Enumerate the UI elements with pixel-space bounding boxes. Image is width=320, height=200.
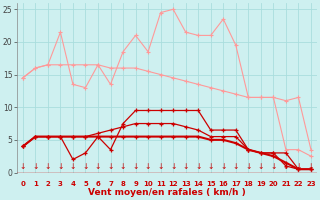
Text: ↓: ↓ bbox=[132, 162, 139, 171]
Text: ↓: ↓ bbox=[308, 162, 314, 171]
Text: ↓: ↓ bbox=[20, 162, 26, 171]
X-axis label: Vent moyen/en rafales ( km/h ): Vent moyen/en rafales ( km/h ) bbox=[88, 188, 246, 197]
Text: ↓: ↓ bbox=[170, 162, 176, 171]
Text: ↓: ↓ bbox=[57, 162, 64, 171]
Text: ↓: ↓ bbox=[157, 162, 164, 171]
Text: ↓: ↓ bbox=[120, 162, 126, 171]
Text: ↓: ↓ bbox=[195, 162, 201, 171]
Text: ↓: ↓ bbox=[233, 162, 239, 171]
Text: ↓: ↓ bbox=[208, 162, 214, 171]
Text: ↓: ↓ bbox=[107, 162, 114, 171]
Text: ↓: ↓ bbox=[95, 162, 101, 171]
Text: ↓: ↓ bbox=[82, 162, 89, 171]
Text: ↓: ↓ bbox=[182, 162, 189, 171]
Text: ↓: ↓ bbox=[45, 162, 51, 171]
Text: ↓: ↓ bbox=[258, 162, 264, 171]
Text: ↓: ↓ bbox=[32, 162, 38, 171]
Text: ↓: ↓ bbox=[145, 162, 151, 171]
Text: ↓: ↓ bbox=[220, 162, 227, 171]
Text: ↓: ↓ bbox=[295, 162, 302, 171]
Text: ↓: ↓ bbox=[245, 162, 252, 171]
Text: ↓: ↓ bbox=[70, 162, 76, 171]
Text: ↓: ↓ bbox=[283, 162, 289, 171]
Text: ↓: ↓ bbox=[270, 162, 276, 171]
